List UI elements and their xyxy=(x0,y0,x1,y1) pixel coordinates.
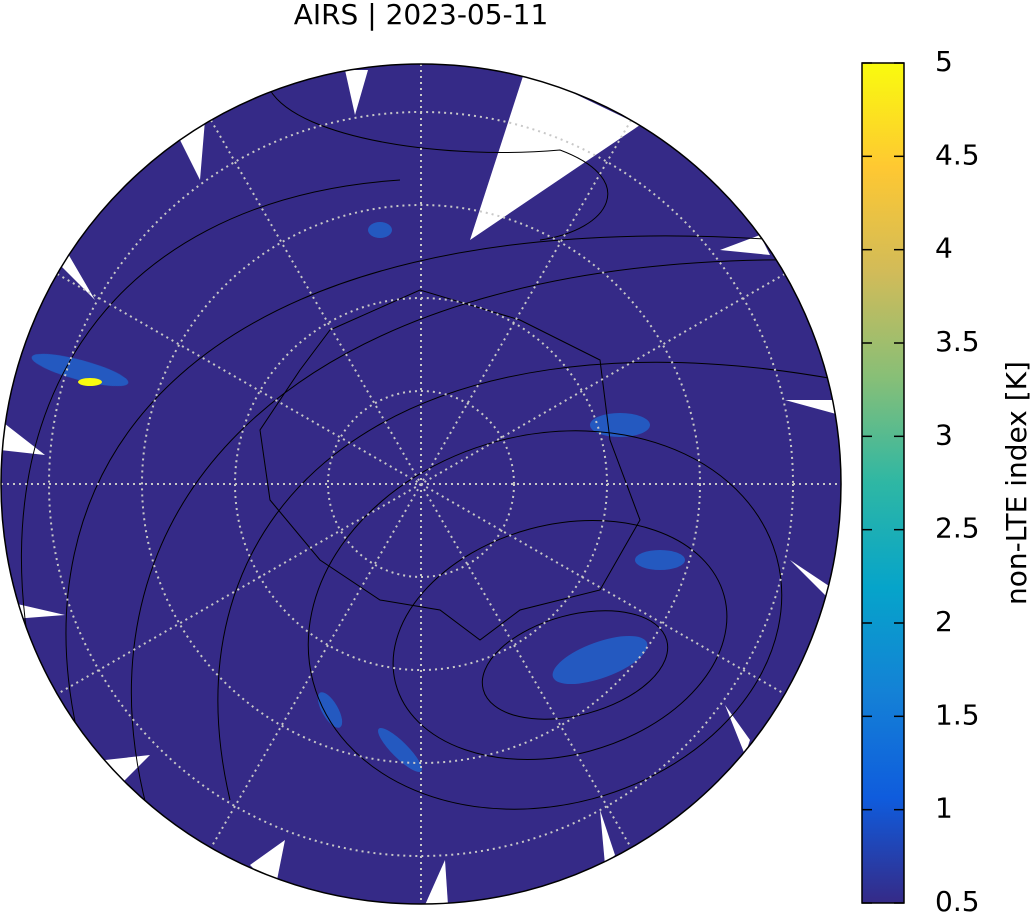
map-border xyxy=(0,63,842,905)
colorbar-tick-label: 3 xyxy=(935,418,953,451)
colorbar-tick-label: 5 xyxy=(935,45,953,78)
colorbar-tick-label: 4 xyxy=(935,232,953,265)
colorbar-tick-label: 4.5 xyxy=(935,138,980,171)
colorbar-tick-label: 0.5 xyxy=(935,885,980,913)
colorbar-tick-label: 1 xyxy=(935,792,953,825)
colorbar-tick-label: 2 xyxy=(935,605,953,638)
colorbar-tick-label: 1.5 xyxy=(935,698,980,731)
colorbar-label: non-LTE index [K] xyxy=(1000,361,1032,605)
latitude-circle xyxy=(327,390,515,578)
latitude-circle xyxy=(141,204,701,764)
coastline xyxy=(259,289,641,641)
colorbar-tick-label: 2.5 xyxy=(935,512,980,545)
meridian xyxy=(56,273,786,695)
chart-title: AIRS | 2023-05-11 xyxy=(294,0,549,31)
map-disc xyxy=(1,64,841,904)
colorbar-tick-label: 3.5 xyxy=(935,325,980,358)
contours xyxy=(21,89,841,821)
colorbar: 0.5 1 1.5 2 2.5 3 3.5 4 4.5 5 xyxy=(861,45,980,917)
signal-patches xyxy=(31,222,685,772)
colorbar-gradient xyxy=(861,62,905,904)
peak-patch xyxy=(78,378,102,386)
graticule xyxy=(1,64,841,904)
